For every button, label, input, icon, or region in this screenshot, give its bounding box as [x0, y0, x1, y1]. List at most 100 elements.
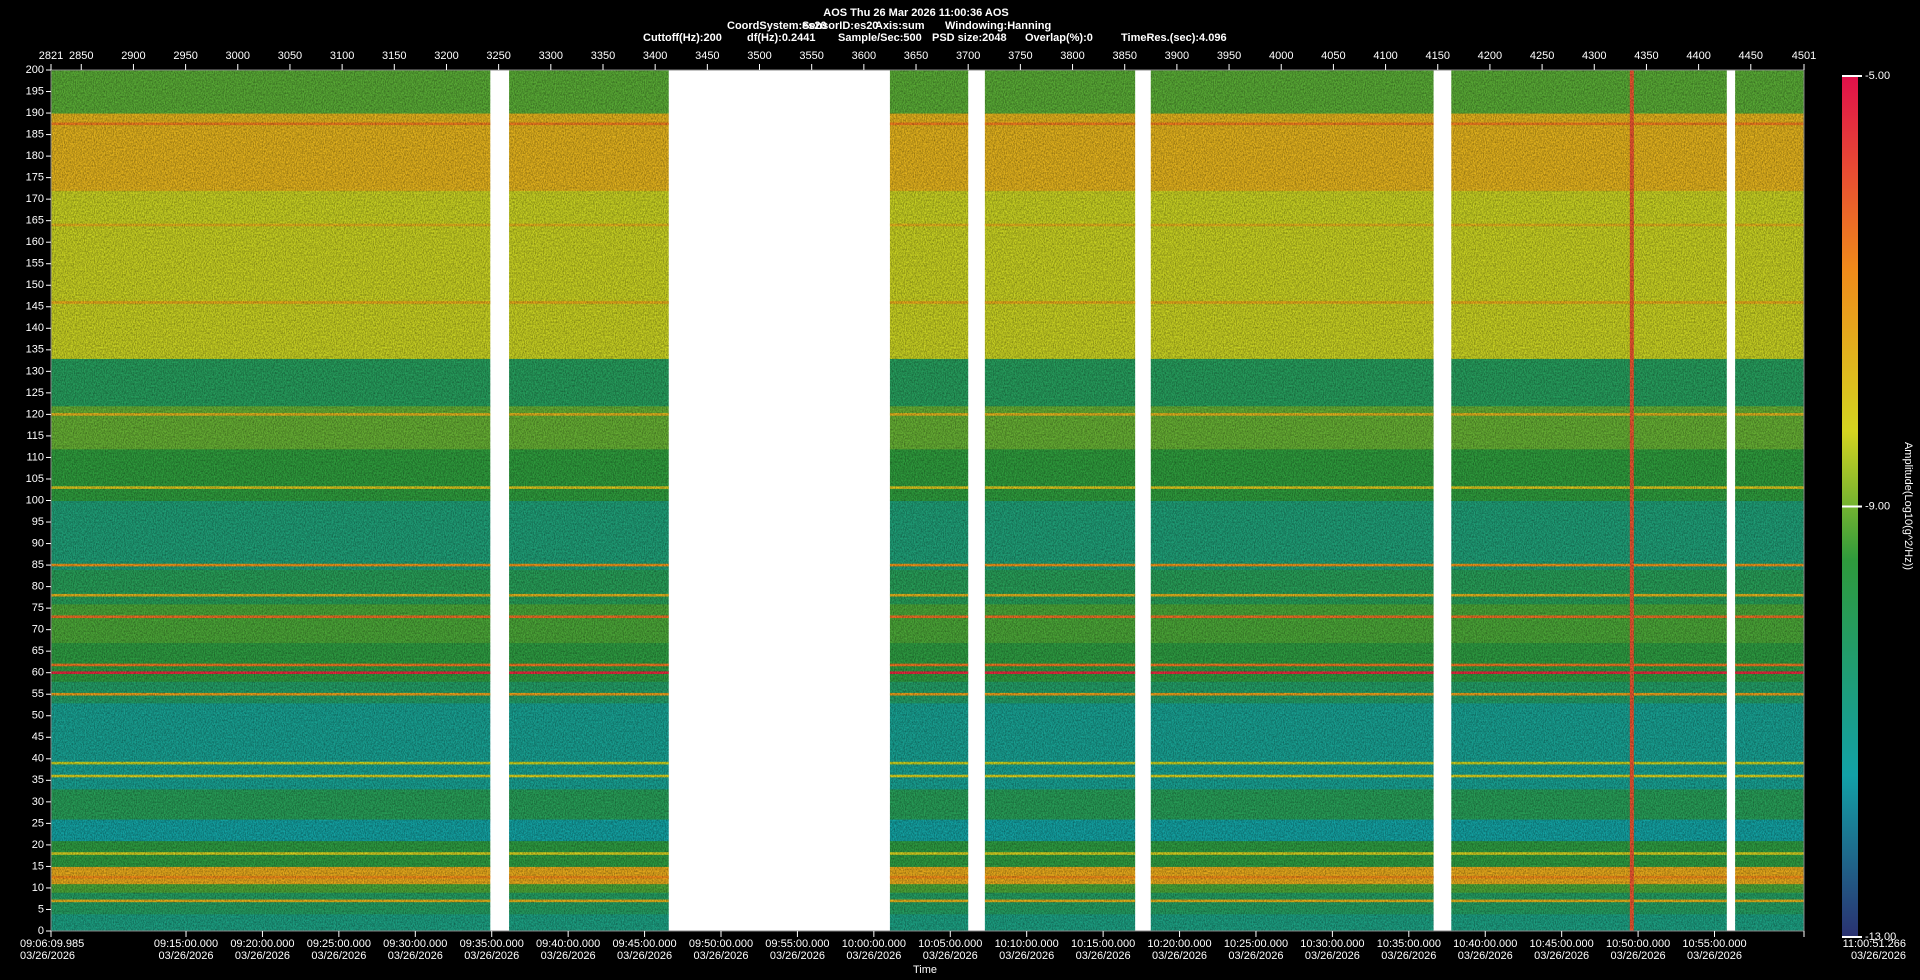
- y-tick-label: 185: [26, 128, 44, 140]
- time-tick-date: 03/26/2026: [1228, 950, 1283, 962]
- time-tick-label: 10:30:00.000: [1300, 938, 1364, 950]
- time-tick-date: 03/26/2026: [617, 950, 672, 962]
- x-tick-label: 3950: [1217, 50, 1241, 62]
- x-tick-label: 4250: [1530, 50, 1554, 62]
- time-tick-label: 09:45:00.000: [612, 938, 676, 950]
- y-tick-label: 75: [32, 602, 44, 614]
- y-tick-label: 165: [26, 215, 44, 227]
- y-tick-label: 0: [38, 925, 44, 937]
- x-tick-label: 4400: [1686, 50, 1710, 62]
- time-tick-date: 03/26/2026: [1458, 950, 1513, 962]
- colorbar-tick-label: -13.00: [1865, 931, 1896, 943]
- x-tick-label: 3550: [799, 50, 823, 62]
- time-tick-date: 03/26/2026: [1611, 950, 1666, 962]
- x-tick-label: 3400: [643, 50, 667, 62]
- y-tick-label: 90: [32, 537, 44, 549]
- y-tick-label: 40: [32, 753, 44, 765]
- y-tick-label: 150: [26, 279, 44, 291]
- y-tick-label: 130: [26, 365, 44, 377]
- time-tick-label: 09:06:09.985: [20, 938, 84, 950]
- time-tick-date: 03/26/2026: [464, 950, 519, 962]
- x-tick-label: 3000: [226, 50, 250, 62]
- y-tick-label: 95: [32, 516, 44, 528]
- x-tick-label: 3050: [278, 50, 302, 62]
- y-tick-label: 55: [32, 688, 44, 700]
- y-tick-label: 45: [32, 731, 44, 743]
- y-tick-label: 105: [26, 473, 44, 485]
- y-tick-label: 195: [26, 85, 44, 97]
- time-tick-label: 09:15:00.000: [154, 938, 218, 950]
- x-tick-label: 4100: [1373, 50, 1397, 62]
- time-tick-date: 03/26/2026: [541, 950, 596, 962]
- y-tick-label: 85: [32, 559, 44, 571]
- time-tick-label: 09:35:00.000: [460, 938, 524, 950]
- x-tick-label: 3900: [1165, 50, 1189, 62]
- time-tick-label: 10:00:00.000: [842, 938, 906, 950]
- x-tick-label: 4150: [1426, 50, 1450, 62]
- y-tick-label: 35: [32, 774, 44, 786]
- time-tick-label: 09:30:00.000: [383, 938, 447, 950]
- chart-title: AOS Thu 26 Mar 2026 11:00:36 AOS: [823, 7, 1008, 19]
- header-info: PSD size:2048: [932, 32, 1007, 44]
- y-tick-label: 15: [32, 860, 44, 872]
- y-tick-label: 160: [26, 236, 44, 248]
- time-tick-date: 03/26/2026: [1851, 950, 1906, 962]
- time-tick-label: 09:25:00.000: [307, 938, 371, 950]
- time-tick-label: 10:40:00.000: [1453, 938, 1517, 950]
- time-tick-label: 10:25:00.000: [1224, 938, 1288, 950]
- time-tick-label: 10:50:00.000: [1606, 938, 1670, 950]
- y-tick-label: 5: [38, 903, 44, 915]
- x-tick-label: 4450: [1739, 50, 1763, 62]
- time-tick-label: 09:50:00.000: [689, 938, 753, 950]
- header-info: Sample/Sec:500: [838, 32, 922, 44]
- x-tick-label: 3100: [330, 50, 354, 62]
- x-tick-label: 3150: [382, 50, 406, 62]
- y-tick-label: 30: [32, 796, 44, 808]
- x-tick-label: 3350: [591, 50, 615, 62]
- x-tick-label: 3600: [852, 50, 876, 62]
- y-tick-label: 70: [32, 624, 44, 636]
- y-tick-label: 65: [32, 645, 44, 657]
- time-tick-label: 11:00:51.266: [1843, 938, 1906, 950]
- header-info: df(Hz):0.2441: [747, 32, 815, 44]
- y-tick-label: 80: [32, 581, 44, 593]
- time-tick-date: 03/26/2026: [1076, 950, 1131, 962]
- x-tick-label: 3850: [1112, 50, 1136, 62]
- x-tick-label: 4000: [1269, 50, 1293, 62]
- x-axis-label: Time: [913, 964, 937, 976]
- header-info: TimeRes.(sec):4.096: [1121, 32, 1227, 44]
- time-tick-date: 03/26/2026: [1305, 950, 1360, 962]
- x-tick-label: 4050: [1321, 50, 1345, 62]
- y-tick-label: 180: [26, 150, 44, 162]
- y-tick-label: 100: [26, 494, 44, 506]
- x-tick-label: 2900: [121, 50, 145, 62]
- y-tick-label: 175: [26, 172, 44, 184]
- time-tick-label: 10:55:00.000: [1682, 938, 1746, 950]
- x-tick-label: 3450: [695, 50, 719, 62]
- colorbar-tick-label: -9.00: [1865, 500, 1890, 512]
- noise-texture: [51, 70, 1804, 931]
- time-tick-date: 03/26/2026: [693, 950, 748, 962]
- x-tick-label: 4300: [1582, 50, 1606, 62]
- header-info: Cuttoff(Hz):200: [643, 32, 722, 44]
- x-tick-label: 4501: [1792, 50, 1816, 62]
- y-tick-label: 50: [32, 710, 44, 722]
- time-tick-label: 10:10:00.000: [995, 938, 1059, 950]
- time-tick-date: 03/26/2026: [158, 950, 213, 962]
- time-tick-label: 10:20:00.000: [1147, 938, 1211, 950]
- header-info: Windowing:Hanning: [945, 20, 1051, 32]
- x-tick-label: 3300: [539, 50, 563, 62]
- time-tick-date: 03/26/2026: [999, 950, 1054, 962]
- x-tick-label: 2821: [39, 50, 63, 62]
- header-info: Overlap(%):0: [1025, 32, 1093, 44]
- time-tick-date: 03/26/2026: [311, 950, 366, 962]
- time-tick-date: 03/26/2026: [235, 950, 290, 962]
- x-tick-label: 4350: [1634, 50, 1658, 62]
- x-tick-label: 3200: [434, 50, 458, 62]
- x-tick-label: 3650: [904, 50, 928, 62]
- x-tick-label: 2950: [173, 50, 197, 62]
- y-tick-label: 110: [26, 451, 44, 463]
- time-tick-label: 10:45:00.000: [1530, 938, 1594, 950]
